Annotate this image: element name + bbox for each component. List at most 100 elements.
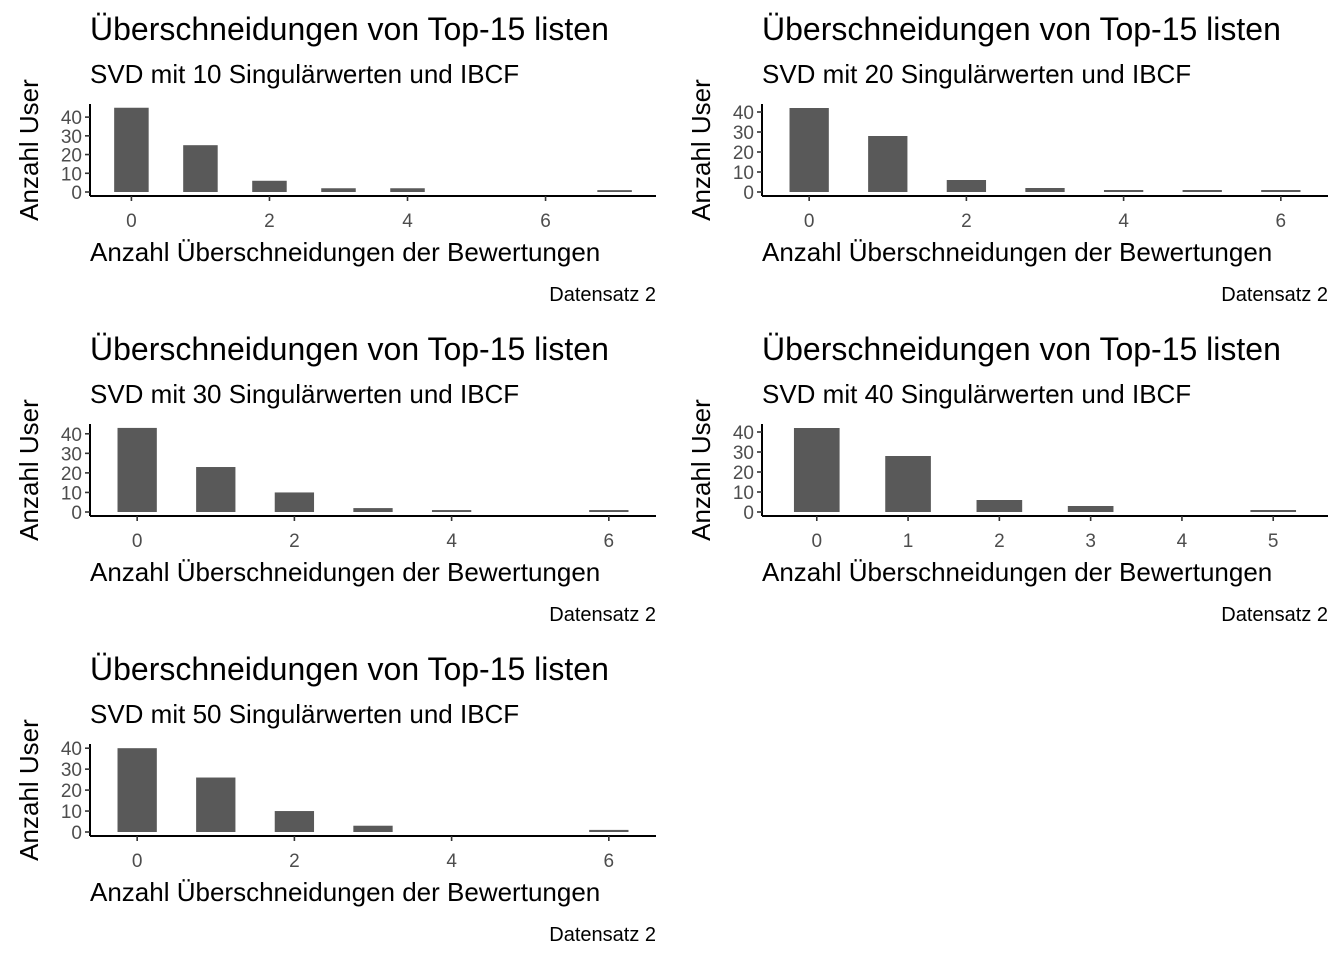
x-tick-label: 3 xyxy=(1085,531,1096,552)
bar-0 xyxy=(117,748,157,832)
bar-0 xyxy=(789,108,829,192)
bar-6 xyxy=(589,510,629,512)
y-axis-title: Anzahl User xyxy=(14,399,44,541)
bar-2 xyxy=(274,811,315,832)
y-axis-title: Anzahl User xyxy=(686,79,716,221)
x-axis-title: Anzahl Überschneidungen der Bewertungen xyxy=(90,877,600,907)
x-axis-title: Anzahl Überschneidungen der Bewertungen xyxy=(762,557,1272,587)
y-tick-label: 10 xyxy=(61,164,82,185)
bar-6 xyxy=(589,829,629,832)
y-tick-label: 30 xyxy=(61,444,82,465)
chart-caption: Datensatz 2 xyxy=(549,924,656,946)
bar-6 xyxy=(1261,190,1301,192)
x-tick-label: 0 xyxy=(804,211,815,232)
y-axis-title: Anzahl User xyxy=(14,79,44,221)
y-tick-label: 10 xyxy=(733,483,754,504)
x-axis-title: Anzahl Überschneidungen der Bewertungen xyxy=(90,557,600,587)
x-tick-label: 4 xyxy=(402,211,413,232)
y-tick-label: 10 xyxy=(733,163,754,184)
bar-2 xyxy=(252,180,287,192)
bar-2 xyxy=(976,500,1023,512)
x-tick-label: 2 xyxy=(289,851,300,872)
x-tick-label: 2 xyxy=(289,531,300,552)
bar-1 xyxy=(196,467,236,512)
chart-panel-2: Überschneidungen von Top-15 listen SVD mi… xyxy=(672,0,1344,320)
bar-1 xyxy=(868,136,908,192)
y-tick-label: 20 xyxy=(733,143,754,164)
bar-0 xyxy=(117,427,157,512)
y-tick-label: 20 xyxy=(61,464,82,485)
chart-svg-3: Überschneidungen von Top-15 listen SVD mi… xyxy=(14,331,656,626)
y-tick-label: 40 xyxy=(61,739,82,760)
bar-1 xyxy=(885,456,931,512)
bar-3 xyxy=(353,825,393,832)
x-tick-label: 4 xyxy=(1177,531,1188,552)
bar-3 xyxy=(1067,506,1114,512)
y-tick-label: 30 xyxy=(61,127,82,148)
bar-1 xyxy=(183,145,218,192)
chart-title: Überschneidungen von Top-15 listen xyxy=(90,651,609,687)
bar-7 xyxy=(597,190,632,192)
x-tick-label: 5 xyxy=(1268,531,1279,552)
x-tick-label: 0 xyxy=(126,211,137,232)
chart-subtitle: SVD mit 50 Singulärwerten und IBCF xyxy=(90,699,519,729)
bar-5 xyxy=(1250,510,1297,512)
chart-title: Überschneidungen von Top-15 listen xyxy=(762,11,1281,47)
y-tick-label: 0 xyxy=(71,503,82,524)
x-tick-label: 6 xyxy=(540,211,551,232)
chart-title: Überschneidungen von Top-15 listen xyxy=(90,331,609,367)
x-tick-label: 2 xyxy=(961,211,972,232)
x-tick-label: 4 xyxy=(1118,211,1129,232)
chart-subtitle: SVD mit 40 Singulärwerten und IBCF xyxy=(762,379,1191,409)
x-tick-label: 6 xyxy=(604,851,615,872)
bar-3 xyxy=(1025,188,1065,192)
chart-svg-4: Überschneidungen von Top-15 listen SVD mi… xyxy=(686,331,1328,626)
x-tick-label: 0 xyxy=(132,531,143,552)
y-tick-label: 0 xyxy=(743,503,754,524)
x-tick-label: 6 xyxy=(1276,211,1287,232)
x-tick-label: 4 xyxy=(446,531,457,552)
y-tick-label: 10 xyxy=(61,483,82,504)
y-tick-label: 30 xyxy=(733,443,754,464)
bar-0 xyxy=(793,428,840,512)
x-axis-title: Anzahl Überschneidungen der Bewertungen xyxy=(762,237,1272,267)
chart-subtitle: SVD mit 30 Singulärwerten und IBCF xyxy=(90,379,519,409)
bar-3 xyxy=(321,188,356,192)
chart-caption: Datensatz 2 xyxy=(549,284,656,306)
x-tick-label: 0 xyxy=(811,531,822,552)
y-tick-label: 0 xyxy=(743,183,754,204)
chart-svg-5: Überschneidungen von Top-15 listen SVD mi… xyxy=(14,651,656,946)
chart-panel-3: Überschneidungen von Top-15 listen SVD mi… xyxy=(0,320,672,640)
x-tick-label: 2 xyxy=(994,531,1005,552)
chart-caption: Datensatz 2 xyxy=(549,604,656,626)
y-tick-label: 0 xyxy=(71,823,82,844)
y-tick-label: 30 xyxy=(61,760,82,781)
y-tick-label: 40 xyxy=(61,425,82,446)
chart-subtitle: SVD mit 20 Singulärwerten und IBCF xyxy=(762,59,1191,89)
y-tick-label: 20 xyxy=(733,463,754,484)
bar-5 xyxy=(1182,190,1222,192)
chart-panel-4: Überschneidungen von Top-15 listen SVD mi… xyxy=(672,320,1344,640)
y-tick-label: 40 xyxy=(733,423,754,444)
x-axis-title: Anzahl Überschneidungen der Bewertungen xyxy=(90,237,600,267)
chart-title: Überschneidungen von Top-15 listen xyxy=(762,331,1281,367)
x-tick-label: 2 xyxy=(264,211,275,232)
y-axis-title: Anzahl User xyxy=(686,399,716,541)
bar-2 xyxy=(946,180,987,192)
y-tick-label: 30 xyxy=(733,123,754,144)
bar-1 xyxy=(196,777,236,832)
y-axis-title: Anzahl User xyxy=(14,719,44,861)
bar-4 xyxy=(390,188,425,192)
y-tick-label: 20 xyxy=(61,146,82,167)
chart-caption: Datensatz 2 xyxy=(1221,284,1328,306)
chart-panel-1: Überschneidungen von Top-15 listen SVD mi… xyxy=(0,0,672,320)
chart-svg-1: Überschneidungen von Top-15 listen SVD mi… xyxy=(14,11,656,306)
x-tick-label: 4 xyxy=(446,851,457,872)
bar-0 xyxy=(114,107,149,192)
y-tick-label: 20 xyxy=(61,781,82,802)
x-tick-label: 1 xyxy=(903,531,914,552)
y-tick-label: 10 xyxy=(61,802,82,823)
chart-caption: Datensatz 2 xyxy=(1221,604,1328,626)
chart-panel-5: Überschneidungen von Top-15 listen SVD mi… xyxy=(0,640,672,960)
bar-4 xyxy=(1103,190,1144,192)
